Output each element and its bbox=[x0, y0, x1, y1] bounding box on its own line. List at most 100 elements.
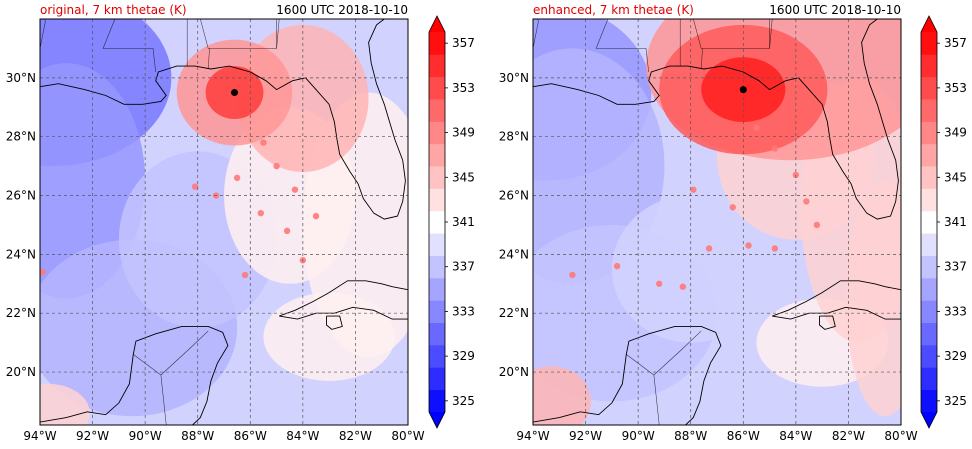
plot-frame bbox=[532, 18, 902, 426]
colorbar-segment bbox=[429, 300, 445, 323]
political-border bbox=[200, 19, 280, 49]
colorbar-segment bbox=[429, 367, 445, 391]
convective-cell bbox=[753, 124, 760, 132]
x-tick-label: 88°W bbox=[181, 429, 214, 443]
x-tick-label: 86°W bbox=[234, 429, 267, 443]
y-tick-label: 28°N bbox=[6, 130, 36, 144]
x-tick-label: 86°W bbox=[727, 429, 760, 443]
colorbar-segment bbox=[429, 233, 445, 256]
convective-cell bbox=[191, 183, 199, 190]
convective-cell bbox=[260, 139, 267, 146]
x-tick-label: 94°W bbox=[23, 429, 56, 443]
y-tick-label: 22°N bbox=[499, 306, 529, 320]
convective-cell bbox=[705, 245, 713, 252]
colorbar-outline bbox=[920, 15, 938, 429]
colorbar-tick-label: 353 bbox=[452, 81, 475, 95]
colorbar-extend-max bbox=[921, 16, 937, 32]
political-border bbox=[533, 19, 539, 49]
contour-central-gulf bbox=[611, 195, 770, 343]
x-tick-label: 80°W bbox=[391, 429, 424, 443]
colorbar-segment bbox=[921, 76, 937, 100]
colorbar-segment bbox=[429, 121, 445, 145]
colorbar-segment bbox=[429, 54, 445, 78]
y-tick-label: 26°N bbox=[499, 189, 529, 203]
colorbar-tick-label: 325 bbox=[944, 394, 967, 408]
x-tick-label: 84°W bbox=[286, 429, 319, 443]
convective-cell bbox=[679, 283, 687, 290]
contour-west-gulf-band bbox=[40, 63, 146, 299]
coastline-yucatan bbox=[533, 325, 722, 425]
colorbar-segment bbox=[429, 99, 445, 122]
left-field bbox=[40, 19, 408, 425]
colorbar-tick-label: 333 bbox=[944, 304, 967, 318]
colorbar-tick-label: 333 bbox=[452, 304, 475, 318]
y-tick-label: 24°N bbox=[499, 247, 529, 261]
colorbar-segment bbox=[921, 32, 937, 55]
y-tick-label: 24°N bbox=[6, 247, 36, 261]
convective-cell bbox=[803, 198, 810, 205]
colorbar-tick-label: 357 bbox=[452, 36, 475, 50]
storm-center-marker bbox=[231, 89, 239, 97]
convective-cell bbox=[312, 212, 320, 220]
coastline-gulfNorth bbox=[533, 19, 899, 220]
convective-cell bbox=[241, 271, 249, 279]
right-title-right: 1600 UTC 2018-10-10 bbox=[769, 3, 901, 17]
left-colorbar: 325 329 333 337 341 345 349 353 357 bbox=[428, 15, 475, 429]
convective-cell bbox=[745, 242, 752, 249]
colorbar-segment bbox=[429, 322, 445, 346]
x-tick-label: 92°W bbox=[569, 429, 602, 443]
coastline-isla bbox=[326, 315, 343, 330]
colorbar-tick-label: 337 bbox=[452, 260, 475, 274]
colorbar-tick-label: 341 bbox=[452, 215, 475, 229]
political-border bbox=[40, 19, 46, 49]
colorbar-segment bbox=[921, 255, 937, 279]
x-tick-label: 92°W bbox=[76, 429, 109, 443]
colorbar-tick-label: 345 bbox=[452, 170, 475, 184]
y-tick-label: 28°N bbox=[499, 130, 529, 144]
x-tick-label: 88°W bbox=[674, 429, 707, 443]
x-tick-label: 84°W bbox=[779, 429, 812, 443]
x-tick-label: 94°W bbox=[516, 429, 549, 443]
colorbar-segment bbox=[921, 322, 937, 346]
colorbar-segment bbox=[429, 143, 445, 167]
colorbar-extend-min bbox=[921, 412, 937, 428]
colorbar-segment bbox=[429, 255, 445, 279]
colorbar-segment bbox=[921, 121, 937, 145]
y-tick-label: 20°N bbox=[6, 365, 36, 379]
colorbar-segment bbox=[921, 143, 937, 167]
colorbar-segment bbox=[921, 389, 937, 413]
political-border bbox=[595, 19, 649, 73]
colorbar-outline bbox=[428, 15, 446, 429]
convective-cell bbox=[283, 227, 291, 235]
convective-cell bbox=[273, 162, 280, 170]
colorbar-segment bbox=[921, 210, 937, 234]
colorbar-segment bbox=[429, 166, 445, 189]
colorbar-segment bbox=[921, 300, 937, 323]
colorbar-segment bbox=[429, 76, 445, 100]
colorbar-segment bbox=[921, 188, 937, 212]
coastline-isla bbox=[819, 315, 836, 330]
storm-center-marker bbox=[739, 86, 747, 94]
colorbar-segment bbox=[921, 344, 937, 368]
colorbar-tick-label: 337 bbox=[944, 260, 967, 274]
right-field bbox=[533, 19, 901, 425]
colorbar-tick-label: 345 bbox=[944, 170, 967, 184]
right-title-left: enhanced, 7 km thetae (K) bbox=[533, 3, 694, 17]
colorbar-tick-label: 349 bbox=[944, 126, 967, 140]
colorbar-segment bbox=[429, 210, 445, 234]
convective-cell bbox=[655, 280, 663, 287]
left-title-right: 1600 UTC 2018-10-10 bbox=[276, 3, 408, 17]
contour-east-warm bbox=[845, 180, 901, 417]
colorbar-segment bbox=[921, 367, 937, 391]
colorbar-segment bbox=[429, 188, 445, 212]
convective-cell bbox=[257, 209, 264, 217]
political-border bbox=[700, 48, 703, 70]
contour-southwest-warm bbox=[533, 366, 591, 425]
colorbar-segment bbox=[429, 344, 445, 368]
convective-cell bbox=[40, 268, 46, 276]
convective-cell bbox=[690, 186, 697, 193]
convective-cell bbox=[813, 221, 821, 229]
political-border bbox=[653, 330, 702, 376]
convective-cell bbox=[291, 186, 299, 193]
